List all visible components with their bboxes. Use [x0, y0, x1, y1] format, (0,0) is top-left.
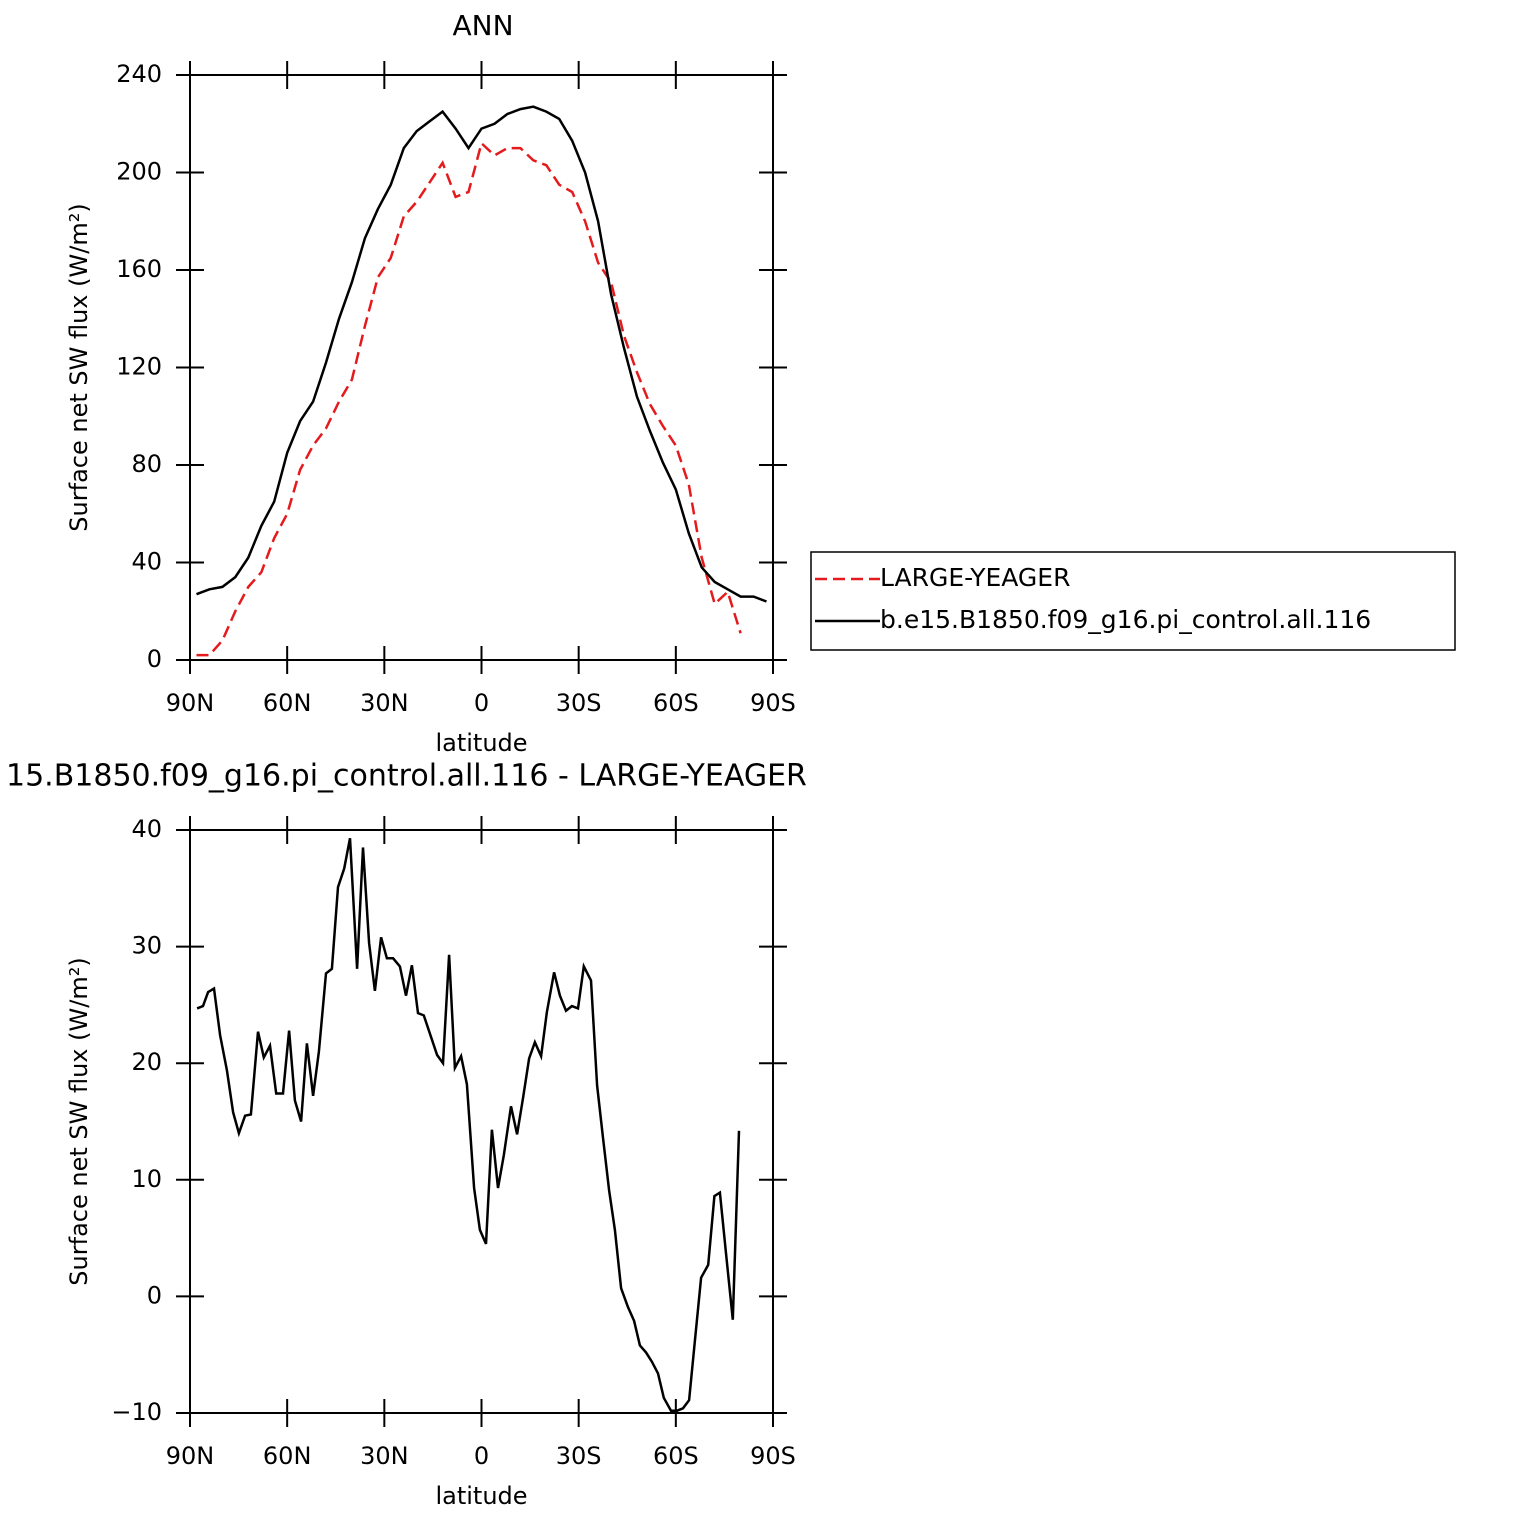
data-line — [196, 140, 742, 657]
x-axis-label: latitude — [435, 729, 527, 757]
legend-label: b.e15.B1850.f09_g16.pi_control.all.116 — [880, 605, 1371, 634]
x-tick-label: 90S — [750, 1442, 796, 1470]
x-tick-label: 90S — [750, 689, 796, 717]
x-axis-label: latitude — [435, 1482, 527, 1510]
x-tick-label: 0 — [474, 1442, 489, 1470]
y-tick-label: 20 — [131, 1048, 162, 1076]
y-tick-label: 80 — [131, 450, 162, 478]
data-line — [196, 837, 741, 1412]
y-tick-label: 120 — [116, 353, 162, 381]
plot-frame — [189, 74, 774, 661]
y-tick-label: 30 — [131, 932, 162, 960]
y-tick-label: 10 — [131, 1165, 162, 1193]
y-tick-label: 0 — [147, 645, 162, 673]
y-tick-label: 40 — [131, 548, 162, 576]
legend-label: LARGE-YEAGER — [880, 563, 1070, 592]
y-axis-label: Surface net SW flux (W/m²) — [65, 203, 93, 531]
x-tick-label: 90N — [166, 1442, 215, 1470]
x-tick-label: 30N — [360, 689, 409, 717]
y-axis-label: Surface net SW flux (W/m²) — [65, 957, 93, 1285]
y-tick-label: 200 — [116, 158, 162, 186]
x-tick-label: 30S — [556, 689, 602, 717]
chart-title: ANN — [452, 9, 513, 42]
chart-title: 15.B1850.f09_g16.pi_control.all.116 - LA… — [6, 759, 807, 794]
data-line — [196, 105, 767, 603]
plot-frame — [189, 829, 774, 1414]
x-tick-label: 60N — [263, 1442, 312, 1470]
x-tick-label: 90N — [166, 689, 215, 717]
x-tick-label: 30N — [360, 1442, 409, 1470]
x-tick-label: 60S — [653, 1442, 699, 1470]
y-tick-label: 160 — [116, 255, 162, 283]
y-tick-label: 240 — [116, 60, 162, 88]
y-tick-label: 0 — [147, 1281, 162, 1309]
x-tick-label: 60S — [653, 689, 699, 717]
y-tick-label: 40 — [131, 815, 162, 843]
x-tick-label: 0 — [474, 689, 489, 717]
x-tick-label: 60N — [263, 689, 312, 717]
y-tick-label: −10 — [111, 1398, 162, 1426]
legend-box — [810, 551, 1456, 651]
x-tick-label: 30S — [556, 1442, 602, 1470]
